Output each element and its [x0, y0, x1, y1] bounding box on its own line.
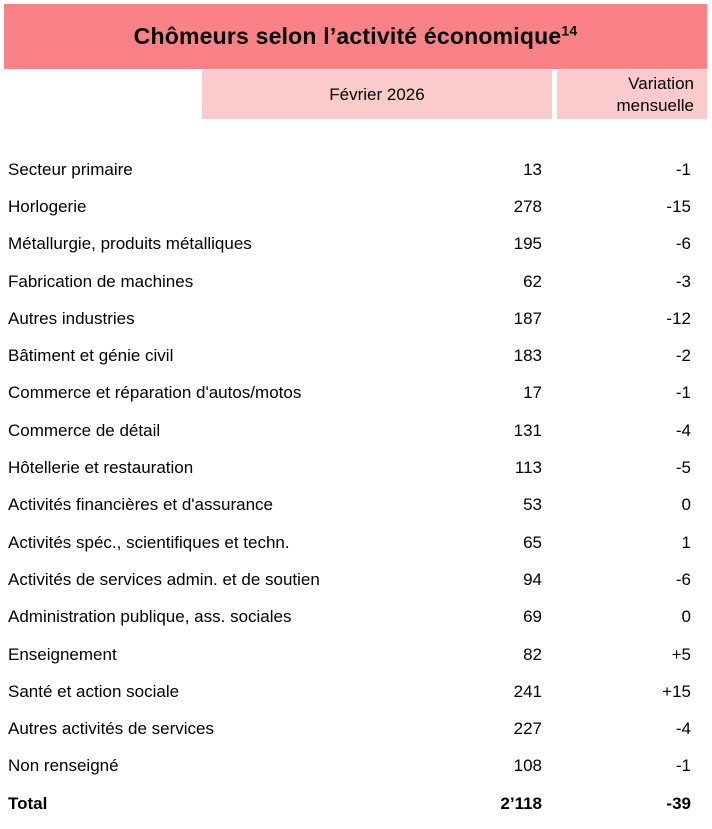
row-value: 62	[523, 271, 542, 291]
row-label: Santé et action sociale	[8, 681, 180, 701]
row-label: Activités financières et d'assurance	[8, 495, 273, 515]
page-title-text: Chômeurs selon l’activité économique	[133, 23, 562, 49]
table-total-row: Total 2’118 -39	[0, 785, 712, 822]
title-footnote-superscript: 14	[561, 22, 578, 39]
table-row: Non renseigné 108 -1	[0, 748, 712, 785]
row-label: Non renseigné	[8, 756, 119, 776]
row-value: 195	[513, 234, 542, 254]
row-label: Commerce de détail	[8, 420, 161, 440]
row-value: 17	[523, 383, 542, 403]
row-variation: 1	[681, 532, 691, 552]
row-value: 131	[513, 420, 542, 440]
table: Secteur primaire 13 -1 Horlogerie 278 -1…	[0, 151, 712, 822]
row-variation: +15	[662, 681, 691, 701]
table-row: Activités de services admin. et de souti…	[0, 561, 712, 598]
row-value: 227	[513, 719, 542, 739]
row-label: Hôtellerie et restauration	[8, 458, 194, 478]
column-header-period: Février 2026	[202, 70, 552, 119]
column-header-variation-label: Variation mensuelle	[616, 73, 695, 115]
table-row: Santé et action sociale 241 +15	[0, 673, 712, 710]
row-variation: -1	[675, 383, 691, 403]
row-value: 53	[523, 495, 542, 515]
row-label: Autres activités de services	[8, 719, 214, 739]
table-row: Commerce et réparation d'autos/motos 17 …	[0, 375, 712, 412]
row-variation: -15	[666, 196, 691, 216]
row-variation: 0	[681, 607, 691, 627]
row-label: Fabrication de machines	[8, 271, 194, 291]
total-variation: -39	[666, 793, 691, 813]
row-label: Activités spéc., scientifiques et techn.	[8, 532, 290, 552]
row-label: Autres industries	[8, 308, 135, 328]
table-row: Activités spéc., scientifiques et techn.…	[0, 524, 712, 561]
table-row: Hôtellerie et restauration 113 -5	[0, 449, 712, 486]
row-label: Commerce et réparation d'autos/motos	[8, 383, 302, 403]
row-variation: -4	[675, 420, 691, 440]
table-row: Activités financières et d'assurance 53 …	[0, 487, 712, 524]
table-row: Autres activités de services 227 -4	[0, 710, 712, 747]
row-value: 108	[513, 756, 542, 776]
row-value: 183	[513, 346, 542, 366]
row-variation: -6	[675, 234, 691, 254]
table-row: Bâtiment et génie civil 183 -2	[0, 337, 712, 374]
title-bar: Chômeurs selon l’activité économique14	[4, 4, 707, 69]
row-value: 82	[523, 644, 542, 664]
total-label: Total	[8, 793, 48, 813]
column-header-period-label: Février 2026	[329, 84, 425, 104]
column-header-variation: Variation mensuelle	[557, 70, 707, 119]
row-variation: -1	[675, 756, 691, 776]
page-title: Chômeurs selon l’activité économique14	[134, 23, 578, 50]
row-label: Bâtiment et génie civil	[8, 346, 174, 366]
row-value: 69	[523, 607, 542, 627]
row-variation: -5	[675, 458, 691, 478]
row-label: Enseignement	[8, 644, 117, 664]
row-label: Secteur primaire	[8, 159, 133, 179]
row-variation: -1	[675, 159, 691, 179]
row-value: 94	[523, 569, 542, 589]
table-row: Horlogerie 278 -15	[0, 188, 712, 225]
table-row: Secteur primaire 13 -1	[0, 151, 712, 188]
table-row: Autres industries 187 -12	[0, 300, 712, 337]
row-variation: -12	[666, 308, 691, 328]
table-row: Commerce de détail 131 -4	[0, 412, 712, 449]
row-variation: -4	[675, 719, 691, 739]
row-label: Activités de services admin. et de souti…	[8, 569, 320, 589]
row-label: Horlogerie	[8, 196, 87, 216]
row-label: Administration publique, ass. sociales	[8, 607, 292, 627]
row-variation: 0	[681, 495, 691, 515]
row-value: 65	[523, 532, 542, 552]
row-value: 113	[514, 458, 542, 478]
row-value: 278	[513, 196, 542, 216]
table-row: Fabrication de machines 62 -3	[0, 263, 712, 300]
row-value: 187	[513, 308, 542, 328]
row-variation: -3	[675, 271, 691, 291]
table-row: Métallurgie, produits métalliques 195 -6	[0, 226, 712, 263]
total-value: 2’118	[500, 793, 542, 813]
row-value: 13	[523, 159, 542, 179]
row-variation: +5	[671, 644, 691, 664]
table-row: Enseignement 82 +5	[0, 636, 712, 673]
table-row: Administration publique, ass. sociales 6…	[0, 599, 712, 636]
row-variation: -6	[675, 569, 691, 589]
row-variation: -2	[675, 346, 691, 366]
row-value: 241	[513, 681, 542, 701]
row-label: Métallurgie, produits métalliques	[8, 234, 252, 254]
